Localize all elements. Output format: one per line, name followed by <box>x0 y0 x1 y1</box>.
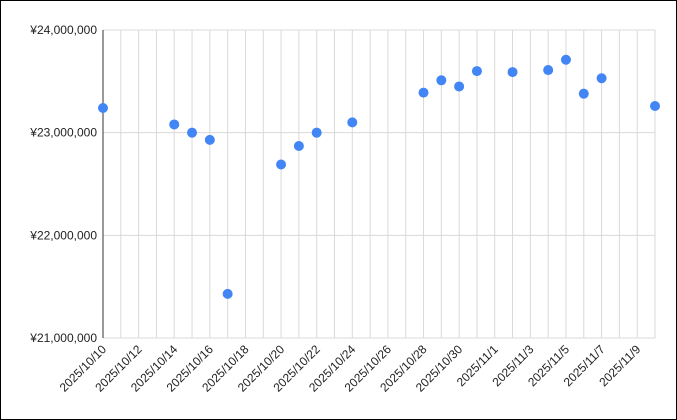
data-point <box>596 73 607 84</box>
horizontal-gridlines <box>103 29 655 339</box>
data-point <box>204 134 215 145</box>
data-point <box>311 127 322 138</box>
data-point <box>507 67 518 78</box>
y-tick-label: ¥21,000,000 <box>29 331 97 345</box>
data-point <box>169 119 180 130</box>
vertical-gridlines <box>102 30 656 338</box>
data-point <box>276 159 287 170</box>
data-point <box>98 103 108 114</box>
data-point <box>347 117 358 128</box>
data-point <box>436 75 447 86</box>
data-point <box>543 65 554 76</box>
data-point <box>560 54 571 65</box>
x-axis-tick-labels: 2025/10/102025/10/122025/10/142025/10/16… <box>57 342 644 395</box>
y-axis-tick-labels: ¥24,000,000 ¥23,000,000 ¥22,000,000 ¥21,000… <box>29 23 97 345</box>
y-tick-label: ¥23,000,000 <box>29 126 97 140</box>
y-tick-label: ¥22,000,000 <box>29 228 97 242</box>
y-tick-label: ¥24,000,000 <box>29 23 97 37</box>
data-point <box>222 288 233 299</box>
data-point <box>293 141 304 152</box>
data-point <box>454 81 465 92</box>
data-point <box>471 66 482 77</box>
data-point <box>418 87 429 98</box>
data-point <box>187 127 198 138</box>
data-point <box>650 100 660 111</box>
data-point <box>578 88 589 99</box>
data-points <box>98 54 660 299</box>
